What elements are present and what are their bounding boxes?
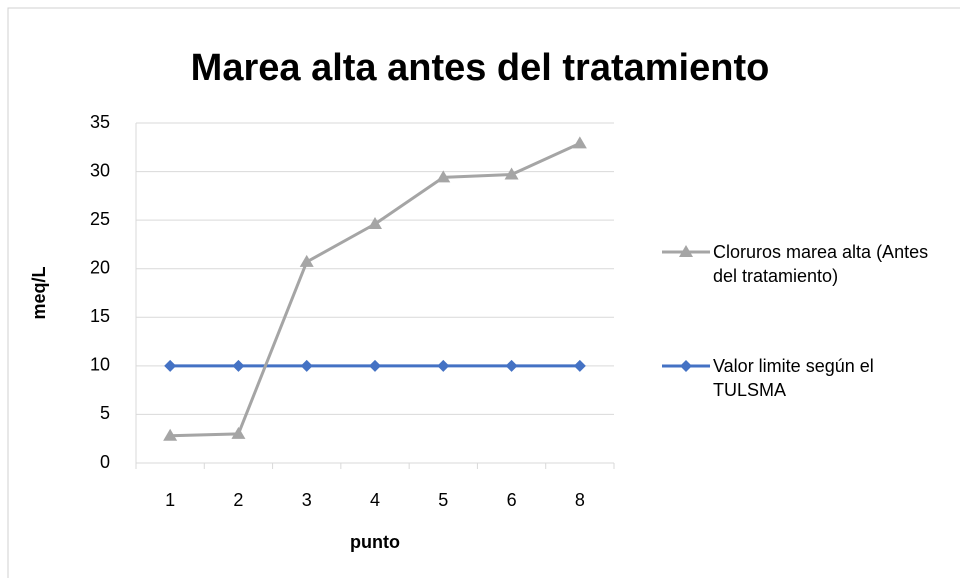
marker: [299, 254, 314, 267]
y-tick-label: 20: [90, 257, 110, 277]
chart-border: [7, 7, 960, 578]
y-tick-label: 5: [100, 403, 110, 423]
y-tick-label: 10: [90, 355, 110, 375]
y-tick-label: 25: [90, 209, 110, 229]
marker: [300, 359, 313, 372]
marker: [437, 359, 450, 372]
marker: [573, 359, 586, 372]
legend-label: Valor limite según el TULSMA: [713, 356, 874, 400]
x-tick-label: 5: [438, 490, 448, 510]
x-tick-label: 6: [507, 490, 517, 510]
y-tick-label: 35: [90, 112, 110, 132]
marker: [505, 359, 518, 372]
legend-marker: [679, 245, 693, 257]
marker: [231, 426, 246, 439]
marker: [163, 428, 178, 441]
marker: [368, 217, 382, 230]
y-tick-label: 30: [90, 160, 110, 180]
marker: [504, 167, 519, 180]
x-tick-label: 2: [233, 490, 243, 510]
x-tick-label: 8: [575, 490, 585, 510]
y-tick-label: 0: [100, 452, 110, 472]
marker: [572, 136, 587, 149]
x-axis-title: punto: [350, 532, 400, 552]
x-tick-label: 1: [165, 490, 175, 510]
legend-label: Cloruros marea alta (Antes del tratamien…: [713, 242, 929, 286]
x-tick-label: 3: [302, 490, 312, 510]
chart-title: Marea alta antes del tratamiento: [191, 47, 770, 89]
marker: [369, 359, 381, 372]
marker: [436, 170, 451, 183]
legend-marker: [680, 360, 692, 372]
y-tick-label: 15: [90, 306, 110, 326]
y-axis-title: meq/L: [29, 266, 49, 319]
x-tick-label: 4: [370, 490, 380, 510]
marker: [232, 359, 245, 372]
marker: [164, 359, 177, 372]
